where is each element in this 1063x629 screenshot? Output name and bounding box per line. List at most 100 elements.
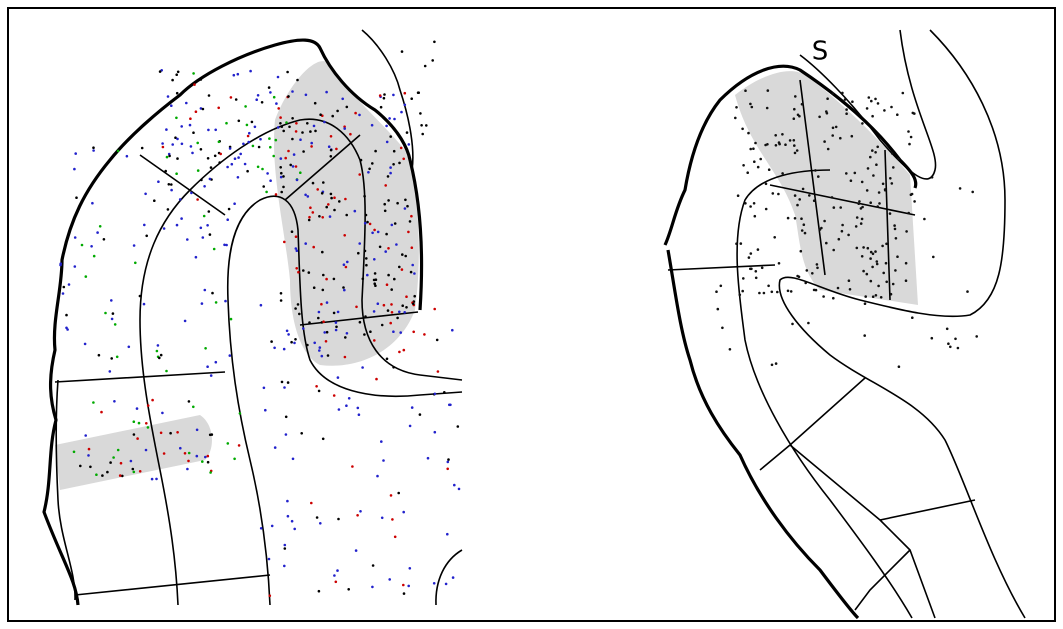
cell-dot	[881, 245, 884, 248]
cell-dot	[755, 270, 758, 273]
cell-dot	[200, 78, 203, 81]
cell-dot	[377, 231, 380, 234]
cell-dot	[358, 114, 361, 117]
cell-dot	[720, 285, 723, 288]
cell-dot	[445, 583, 448, 586]
cell-dot	[407, 585, 410, 588]
cell-dot	[233, 74, 236, 77]
cell-dot	[721, 327, 724, 330]
cell-dot	[885, 262, 888, 265]
cell-dot	[816, 267, 819, 270]
cell-dot	[238, 120, 241, 123]
cell-dot	[109, 461, 112, 464]
cell-dot	[413, 295, 416, 298]
cell-dot	[372, 564, 375, 567]
cell-dot	[294, 338, 297, 341]
cell-dot	[136, 437, 139, 440]
cell-dot	[184, 320, 187, 323]
cell-dot	[819, 228, 822, 231]
cell-dot	[392, 330, 395, 333]
cell-dot	[66, 328, 69, 331]
cell-dot	[293, 153, 296, 156]
cell-dot	[112, 456, 115, 459]
cell-dot	[106, 471, 109, 474]
cell-dot	[330, 197, 333, 200]
cell-dot	[890, 106, 893, 109]
cell-dot	[752, 147, 755, 150]
cell-dot	[325, 206, 328, 209]
cell-dot	[817, 175, 820, 178]
cell-dot	[774, 134, 777, 137]
cell-dot	[861, 122, 864, 125]
cell-dot	[872, 174, 875, 177]
cell-dot	[304, 242, 307, 245]
cell-dot	[739, 294, 742, 297]
cell-dot	[875, 294, 878, 297]
cell-dot	[109, 370, 112, 373]
cell-dot	[281, 381, 284, 384]
cell-dot	[330, 193, 333, 196]
cell-dot	[175, 117, 178, 120]
cell-dot	[393, 278, 396, 281]
cell-dot	[866, 189, 869, 192]
cell-dot	[423, 333, 426, 336]
cell-dot	[383, 93, 386, 96]
cell-dot	[408, 143, 411, 146]
cell-dot	[286, 330, 289, 333]
cell-dot	[264, 409, 267, 412]
cell-dot	[910, 193, 913, 196]
cell-dot	[170, 104, 173, 107]
cell-dot	[417, 91, 420, 94]
cell-dot	[134, 262, 137, 265]
cell-dot	[448, 404, 451, 407]
cell-dot	[747, 132, 750, 135]
cell-dot	[404, 255, 407, 258]
cell-dot	[371, 162, 374, 165]
cell-dot	[162, 146, 165, 149]
cell-dot	[841, 92, 844, 95]
cell-dot	[365, 214, 368, 217]
cell-dot	[898, 365, 901, 368]
cell-dot	[289, 164, 292, 167]
cell-dot	[804, 282, 807, 285]
cell-dot	[755, 277, 758, 280]
cell-dot	[296, 179, 299, 182]
cell-dot	[207, 157, 210, 160]
cell-dot	[161, 412, 164, 415]
cell-dot	[260, 527, 263, 530]
cell-dot	[446, 533, 449, 536]
cell-dot	[208, 210, 211, 213]
cell-dot	[931, 337, 934, 340]
cell-dot	[866, 273, 869, 276]
cell-dot	[143, 303, 146, 306]
cell-dot	[778, 143, 781, 146]
cell-dot	[368, 168, 371, 171]
cell-dot	[322, 438, 325, 441]
cell-dot	[160, 432, 163, 435]
cell-dot	[282, 186, 285, 189]
cell-dot	[291, 520, 294, 523]
cell-dot	[196, 429, 199, 432]
cell-dot	[387, 309, 390, 312]
cell-dot	[771, 364, 774, 367]
cell-dot	[274, 446, 277, 449]
cell-dot	[437, 370, 440, 373]
cell-dot	[207, 461, 210, 464]
cell-dot	[265, 191, 268, 194]
cell-dot	[322, 289, 325, 292]
cell-dot	[211, 292, 214, 295]
cell-dot	[801, 229, 804, 232]
cell-dot	[373, 339, 376, 342]
cell-dot	[207, 129, 210, 132]
cell-dot	[833, 206, 836, 209]
cell-dot	[192, 72, 195, 75]
cell-dot	[73, 451, 76, 454]
cell-dot	[321, 355, 324, 358]
cell-dot	[861, 206, 864, 209]
cell-dot	[845, 172, 848, 175]
cell-dot	[419, 112, 422, 115]
cell-dot	[170, 183, 173, 186]
cell-dot	[409, 567, 412, 570]
cell-dot	[878, 191, 881, 194]
cell-dot	[832, 127, 835, 130]
